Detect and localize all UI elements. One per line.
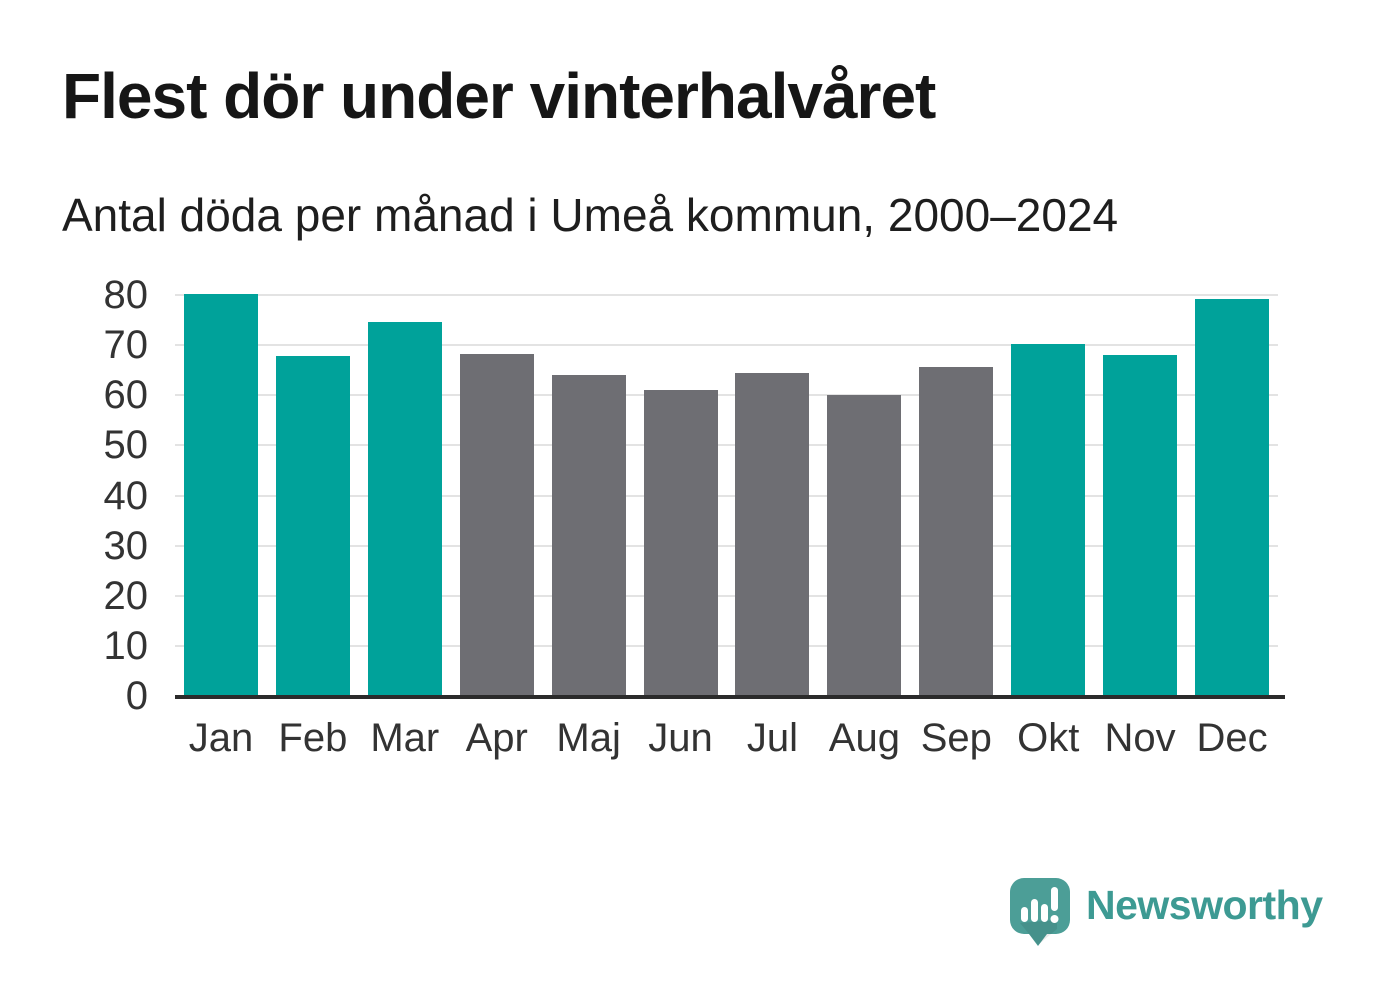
x-tick-label-sep: Sep — [920, 716, 992, 760]
page-subtitle: Antal döda per månad i Umeå kommun, 2000… — [62, 189, 1119, 241]
bar-apr — [459, 353, 534, 696]
gridline-40 — [175, 494, 1278, 497]
newsworthy-logo-icon — [1010, 878, 1070, 946]
gridline-50 — [175, 444, 1278, 447]
x-tick-label-jan: Jan — [188, 716, 254, 760]
y-tick-label-20: 20 — [103, 573, 149, 618]
bar-okt — [1011, 343, 1086, 696]
y-tick-label-0: 0 — [125, 674, 148, 718]
y-tick-label-80: 80 — [103, 273, 149, 317]
x-tick-label-aug: Aug — [828, 716, 900, 760]
gridline-80 — [175, 294, 1278, 296]
bar-aug — [827, 395, 902, 696]
gridline-30 — [175, 544, 1278, 547]
bar-nov — [1103, 354, 1178, 696]
y-tick-label-70: 70 — [103, 323, 149, 368]
bar-dec — [1195, 299, 1270, 696]
bar-jun — [643, 389, 718, 696]
x-tick-label-dec: Dec — [1196, 716, 1268, 760]
page-title: Flest dör under vinterhalvåret — [62, 60, 936, 132]
x-tick-label-apr: Apr — [465, 716, 528, 760]
y-tick-label-40: 40 — [103, 473, 149, 518]
y-tick-label-30: 30 — [103, 523, 149, 568]
x-axis-line — [175, 695, 1285, 699]
x-tick-label-okt: Okt — [1017, 716, 1080, 760]
bar-mar — [367, 321, 442, 696]
bar-maj — [551, 374, 626, 696]
gridline-10 — [175, 644, 1278, 647]
x-tick-label-maj: Maj — [556, 716, 621, 760]
newsworthy-logo: Newsworthy — [1008, 876, 1323, 948]
x-tick-label-mar: Mar — [370, 716, 440, 760]
y-tick-label-50: 50 — [103, 423, 149, 468]
bar-feb — [275, 355, 350, 696]
x-tick-label-nov: Nov — [1104, 716, 1176, 760]
y-tick-label-10: 10 — [103, 623, 149, 668]
newsworthy-wordmark: Newsworthy — [1086, 882, 1323, 928]
x-tick-label-feb: Feb — [278, 716, 348, 760]
bar-jan — [183, 294, 258, 696]
y-tick-label-60: 60 — [103, 373, 149, 418]
x-tick-label-jul: Jul — [746, 716, 799, 760]
x-tick-label-jun: Jun — [648, 716, 713, 760]
plot-area — [175, 294, 1285, 699]
bar-sep — [919, 366, 994, 696]
gridline-60 — [175, 394, 1278, 397]
gridline-70 — [175, 344, 1278, 347]
gridline-20 — [175, 594, 1278, 597]
bar-jul — [735, 372, 810, 696]
